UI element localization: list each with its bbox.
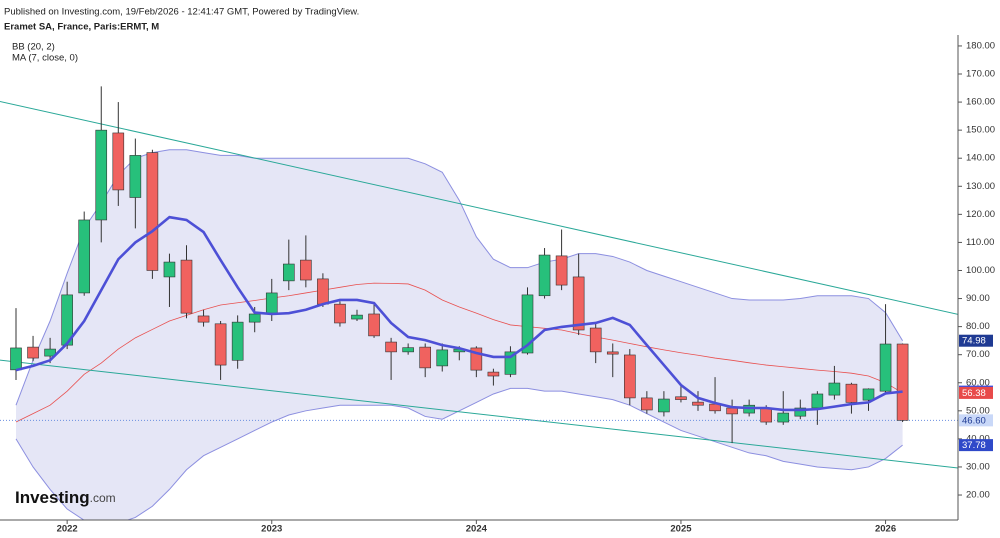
candle-body	[146, 152, 159, 271]
last-value-box	[959, 334, 993, 347]
instrument: Eramet SA, France, Paris:ERMT, M	[4, 22, 159, 33]
y-tick-label: 50.00	[966, 405, 990, 416]
candle-body	[521, 294, 534, 354]
candle-body	[675, 396, 687, 400]
candle-body	[78, 219, 90, 294]
x-tick-label: 2026	[875, 524, 896, 535]
x-tick-label: 2022	[57, 524, 78, 535]
candle-body	[811, 393, 824, 409]
candle-body	[470, 347, 483, 371]
candle-body	[606, 351, 619, 355]
ma-line	[15, 215, 903, 412]
y-tick-label: 120.00	[966, 209, 995, 220]
y-tick-label: 140.00	[966, 153, 995, 164]
logo: Investing.com	[15, 488, 116, 507]
candle-body	[197, 315, 210, 323]
logo-name: Investing	[15, 488, 90, 507]
plot-area	[0, 86, 958, 520]
published-note: Published on Investing.com, 19/Feb/2026 …	[4, 7, 359, 18]
candle-body	[896, 343, 909, 421]
candle-body	[777, 412, 790, 423]
candle-body	[419, 346, 432, 369]
candle-body	[44, 348, 56, 357]
y-tick-label: 100.00	[966, 265, 995, 276]
y-tick-label: 80.00	[966, 321, 990, 332]
y-tick-label: 40.00	[966, 433, 990, 444]
candle-body	[368, 313, 380, 337]
last-value-label: 46.60	[962, 415, 986, 426]
candle-body	[487, 371, 500, 377]
trendline	[0, 359, 958, 469]
bb-fill	[16, 149, 903, 520]
bb-middle	[15, 282, 903, 423]
candle-body	[265, 292, 278, 314]
candle-body	[692, 401, 704, 406]
candle-body	[10, 347, 22, 371]
candle-body	[641, 397, 653, 411]
y-tick-label: 160.00	[966, 97, 995, 108]
bb-lower	[15, 387, 903, 520]
y-tick-label: 60.00	[966, 377, 990, 388]
candle-body	[572, 276, 585, 331]
last-value-label: 56.38	[962, 388, 986, 399]
y-tick-label: 110.00	[966, 237, 994, 248]
x-tick-label: 2023	[261, 524, 282, 535]
x-tick-label: 2024	[466, 524, 488, 535]
y-tick-label: 90.00	[966, 293, 990, 304]
candle-body	[214, 323, 227, 366]
candle-body	[555, 255, 568, 286]
last-value-label: 74.98	[962, 336, 986, 347]
candle-body	[95, 129, 108, 221]
candle-body	[760, 407, 773, 423]
y-tick-label: 30.00	[966, 461, 990, 472]
candle-body	[589, 327, 602, 353]
candle-body	[351, 314, 363, 320]
last-value-box	[959, 439, 993, 452]
logo-suffix: .com	[90, 491, 116, 505]
candle-body	[879, 343, 892, 392]
candle-body	[231, 321, 244, 361]
candle-body	[623, 354, 636, 399]
candle-body	[658, 398, 670, 413]
candle-body	[385, 341, 397, 353]
candle-body	[129, 155, 142, 198]
candle-body	[163, 261, 176, 278]
bb-upper	[15, 149, 904, 406]
y-tick-label: 150.00	[966, 125, 995, 136]
y-tick-label: 180.00	[966, 40, 995, 51]
trendline	[0, 100, 958, 315]
candle-body	[317, 278, 329, 305]
candle-body	[282, 263, 295, 282]
y-tick-label: 130.00	[966, 181, 995, 192]
candle-body	[538, 254, 551, 297]
candle-body	[248, 313, 261, 323]
candle-body	[334, 303, 346, 324]
candle-body	[862, 388, 875, 401]
candle-body	[726, 407, 738, 415]
candle-body	[180, 259, 193, 314]
x-tick-label: 2025	[670, 524, 692, 535]
candle-body	[504, 351, 517, 375]
ma-legend: MA (7, close, 0)	[12, 53, 78, 64]
candle-body	[112, 132, 125, 191]
candle-body	[300, 259, 312, 281]
candle-body	[794, 407, 807, 417]
last-value-box	[959, 414, 993, 427]
y-tick-label: 170.00	[966, 69, 995, 80]
candle-body	[402, 347, 414, 353]
candle-body	[828, 382, 841, 396]
candle-body	[27, 346, 39, 359]
y-tick-label: 70.00	[966, 349, 990, 360]
last-value-box	[959, 386, 993, 399]
candle-body	[845, 383, 858, 403]
candle-body	[436, 349, 449, 367]
last-value-label: 37.78	[962, 440, 986, 451]
y-tick-label: 20.00	[966, 490, 990, 501]
bb-legend: BB (20, 2)	[12, 42, 55, 53]
